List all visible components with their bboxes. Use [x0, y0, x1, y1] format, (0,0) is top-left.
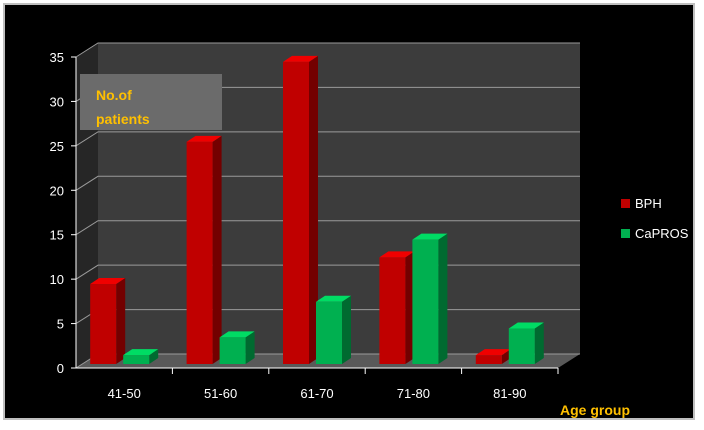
bar-bph-71-80 — [379, 251, 415, 364]
bar-bph-81-90 — [475, 349, 511, 364]
bar-side — [245, 331, 255, 364]
bar-front — [316, 301, 342, 364]
bar-capros-81-90 — [508, 322, 544, 364]
bar-bph-41-50 — [90, 278, 126, 364]
y-tick-label: 10 — [50, 272, 64, 287]
y-axis-label-line2: patients — [96, 111, 150, 127]
bar-side — [149, 349, 159, 364]
bar-capros-41-50 — [123, 349, 159, 364]
bar-side — [212, 135, 222, 364]
x-axis-label: Age group — [560, 402, 630, 418]
bar-front — [475, 355, 502, 364]
bar-side — [342, 295, 351, 364]
bar-side — [438, 233, 448, 364]
legend-swatch-bph — [621, 199, 630, 208]
bar-front — [90, 284, 117, 364]
grid-line — [75, 131, 580, 147]
bar-side — [116, 278, 126, 364]
bar-side — [501, 349, 511, 364]
bar-bph-61-70 — [283, 55, 318, 365]
bar-top — [186, 135, 222, 142]
y-axis-ticks: 0 5 10 15 20 25 30 35 — [50, 50, 76, 376]
bar-top — [123, 349, 159, 356]
bar-top — [219, 331, 255, 338]
bar-side — [405, 251, 415, 364]
bar-front — [379, 257, 406, 364]
y-tick-label: 25 — [50, 139, 64, 154]
x-tick-label: 41-50 — [108, 386, 141, 401]
bar-front — [123, 355, 150, 364]
grid-line — [75, 175, 580, 191]
bar-bph-51-60 — [186, 135, 222, 364]
bar-top — [283, 55, 318, 62]
bar-front — [508, 328, 535, 364]
legend-label-bph: BPH — [635, 196, 662, 211]
bar-top — [412, 233, 448, 240]
bar-side — [534, 322, 544, 364]
y-tick-label: 30 — [50, 94, 64, 109]
bar-capros-51-60 — [219, 331, 255, 364]
bar-front — [283, 61, 309, 365]
grid-line — [75, 42, 580, 58]
bar-side — [309, 55, 318, 365]
legend-swatch-capros — [621, 229, 630, 238]
bar-front — [412, 239, 439, 364]
bars — [90, 55, 544, 365]
bar-top — [316, 295, 351, 302]
bar-top — [379, 251, 415, 258]
bar-front — [186, 141, 213, 364]
y-axis-label-line1: No.of — [96, 87, 132, 103]
y-tick-label: 5 — [57, 317, 64, 332]
y-tick-label: 20 — [50, 183, 64, 198]
legend-label-capros: CaPROS — [635, 226, 689, 241]
x-tick-label: 81-90 — [493, 386, 526, 401]
y-tick-label: 0 — [57, 361, 64, 376]
bar-top — [508, 322, 544, 329]
legend: BPH CaPROS — [621, 196, 689, 241]
bar-front — [219, 337, 246, 364]
y-tick-label: 35 — [50, 50, 64, 65]
bar-top — [90, 278, 126, 285]
y-tick-label: 15 — [50, 228, 64, 243]
x-axis-ticks: 41-50 51-60 61-70 71-80 81-90 — [108, 368, 559, 401]
x-tick-label: 61-70 — [300, 386, 333, 401]
y-axis-label-box — [80, 74, 222, 130]
bar-top — [475, 349, 511, 356]
x-tick-label: 51-60 — [204, 386, 237, 401]
bar-capros-61-70 — [316, 295, 351, 364]
grid-line — [75, 220, 580, 236]
x-tick-label: 71-80 — [397, 386, 430, 401]
bar-capros-71-80 — [412, 233, 448, 364]
